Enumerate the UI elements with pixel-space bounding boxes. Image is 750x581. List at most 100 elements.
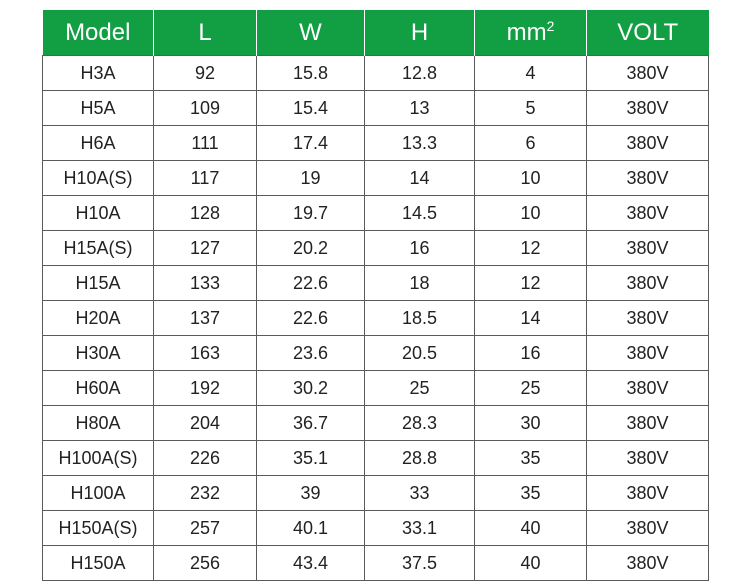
table-cell-volt: 380V bbox=[586, 545, 709, 581]
table-cell-length: 192 bbox=[153, 370, 257, 406]
table-cell-width: 20.2 bbox=[256, 230, 365, 266]
table-row: H3A 92 15.8 12.8 4 380V bbox=[42, 55, 709, 91]
column-header-label: H bbox=[410, 18, 429, 46]
table-cell-height: 13 bbox=[364, 90, 475, 126]
table-cell-model: H60A bbox=[42, 370, 154, 406]
table-cell-model: H10A(S) bbox=[42, 160, 154, 196]
table-cell-cross-section: 35 bbox=[474, 475, 587, 511]
column-header-length: L bbox=[153, 10, 257, 56]
table-cell-cross-section: 30 bbox=[474, 405, 587, 441]
column-header-volt: VOLT bbox=[586, 10, 709, 56]
table-cell-width: 40.1 bbox=[256, 510, 365, 546]
table-cell-height: 37.5 bbox=[364, 545, 475, 581]
table-row: H100A 232 39 33 35 380V bbox=[42, 475, 709, 511]
table-cell-width: 17.4 bbox=[256, 125, 365, 161]
table-cell-length: 137 bbox=[153, 300, 257, 336]
table-cell-length: 256 bbox=[153, 545, 257, 581]
table-cell-height: 25 bbox=[364, 370, 475, 406]
table-cell-cross-section: 16 bbox=[474, 335, 587, 371]
table-cell-cross-section: 14 bbox=[474, 300, 587, 336]
table-cell-length: 111 bbox=[153, 125, 257, 161]
table-cell-model: H150A bbox=[42, 545, 154, 581]
table-cell-length: 226 bbox=[153, 440, 257, 476]
table-cell-length: 257 bbox=[153, 510, 257, 546]
table-cell-volt: 380V bbox=[586, 55, 709, 91]
table-cell-height: 18 bbox=[364, 265, 475, 301]
table-row: H80A 204 36.7 28.3 30 380V bbox=[42, 405, 709, 441]
table-cell-height: 14 bbox=[364, 160, 475, 196]
table-cell-volt: 380V bbox=[586, 265, 709, 301]
table-body: H3A 92 15.8 12.8 4 380V H5A 109 15.4 13 5 380V H6A 11… bbox=[42, 55, 709, 581]
table-cell-height: 28.8 bbox=[364, 440, 475, 476]
table-cell-volt: 380V bbox=[586, 195, 709, 231]
table-cell-cross-section: 12 bbox=[474, 230, 587, 266]
table-cell-model: H10A bbox=[42, 195, 154, 231]
table-cell-volt: 380V bbox=[586, 125, 709, 161]
table-cell-height: 12.8 bbox=[364, 55, 475, 91]
table-cell-height: 13.3 bbox=[364, 125, 475, 161]
table-cell-height: 33 bbox=[364, 475, 475, 511]
table-cell-height: 16 bbox=[364, 230, 475, 266]
table-cell-length: 163 bbox=[153, 335, 257, 371]
table-cell-cross-section: 40 bbox=[474, 545, 587, 581]
table-cell-cross-section: 40 bbox=[474, 510, 587, 546]
table-cell-width: 36.7 bbox=[256, 405, 365, 441]
column-header-label: L bbox=[198, 18, 212, 46]
table-cell-width: 35.1 bbox=[256, 440, 365, 476]
table-row: H15A(S) 127 20.2 16 12 380V bbox=[42, 230, 709, 266]
table-cell-model: H150A(S) bbox=[42, 510, 154, 546]
table-cell-width: 22.6 bbox=[256, 300, 365, 336]
column-header-width: W bbox=[256, 10, 365, 56]
table-row: H60A 192 30.2 25 25 380V bbox=[42, 370, 709, 406]
table-cell-length: 127 bbox=[153, 230, 257, 266]
table-cell-cross-section: 6 bbox=[474, 125, 587, 161]
table-row: H150A(S) 257 40.1 33.1 40 380V bbox=[42, 510, 709, 546]
table-cell-model: H6A bbox=[42, 125, 154, 161]
table-cell-height: 20.5 bbox=[364, 335, 475, 371]
table-cell-height: 18.5 bbox=[364, 300, 475, 336]
table-cell-width: 15.4 bbox=[256, 90, 365, 126]
table-cell-cross-section: 35 bbox=[474, 440, 587, 476]
column-header-superscript: 2 bbox=[546, 17, 555, 34]
table-cell-cross-section: 10 bbox=[474, 195, 587, 231]
table-row: H6A 111 17.4 13.3 6 380V bbox=[42, 125, 709, 161]
table-row: H20A 137 22.6 18.5 14 380V bbox=[42, 300, 709, 336]
table-cell-model: H30A bbox=[42, 335, 154, 371]
table-cell-model: H5A bbox=[42, 90, 154, 126]
table-cell-width: 19 bbox=[256, 160, 365, 196]
table-cell-volt: 380V bbox=[586, 90, 709, 126]
table-cell-volt: 380V bbox=[586, 370, 709, 406]
table-row: H5A 109 15.4 13 5 380V bbox=[42, 90, 709, 126]
table-cell-model: H3A bbox=[42, 55, 154, 91]
table-cell-cross-section: 10 bbox=[474, 160, 587, 196]
column-header-label: Model bbox=[65, 18, 131, 46]
table-cell-volt: 380V bbox=[586, 440, 709, 476]
table-cell-length: 133 bbox=[153, 265, 257, 301]
table-cell-model: H15A(S) bbox=[42, 230, 154, 266]
table-row: H10A(S) 117 19 14 10 380V bbox=[42, 160, 709, 196]
table-cell-length: 232 bbox=[153, 475, 257, 511]
table-cell-width: 43.4 bbox=[256, 545, 365, 581]
table-cell-model: H100A bbox=[42, 475, 154, 511]
table-cell-length: 204 bbox=[153, 405, 257, 441]
table-row: H150A 256 43.4 37.5 40 380V bbox=[42, 545, 709, 581]
column-header-model: Model bbox=[42, 10, 154, 56]
table-cell-cross-section: 12 bbox=[474, 265, 587, 301]
table-row: H30A 163 23.6 20.5 16 380V bbox=[42, 335, 709, 371]
table-cell-volt: 380V bbox=[586, 160, 709, 196]
table-cell-cross-section: 5 bbox=[474, 90, 587, 126]
table-cell-volt: 380V bbox=[586, 405, 709, 441]
table-cell-width: 30.2 bbox=[256, 370, 365, 406]
table-cell-model: H80A bbox=[42, 405, 154, 441]
table-cell-width: 19.7 bbox=[256, 195, 365, 231]
table-cell-height: 14.5 bbox=[364, 195, 475, 231]
table-cell-length: 109 bbox=[153, 90, 257, 126]
table-cell-volt: 380V bbox=[586, 230, 709, 266]
column-header-cross-section: mm2 bbox=[474, 10, 587, 56]
table-cell-length: 117 bbox=[153, 160, 257, 196]
table-cell-height: 33.1 bbox=[364, 510, 475, 546]
table-cell-length: 92 bbox=[153, 55, 257, 91]
